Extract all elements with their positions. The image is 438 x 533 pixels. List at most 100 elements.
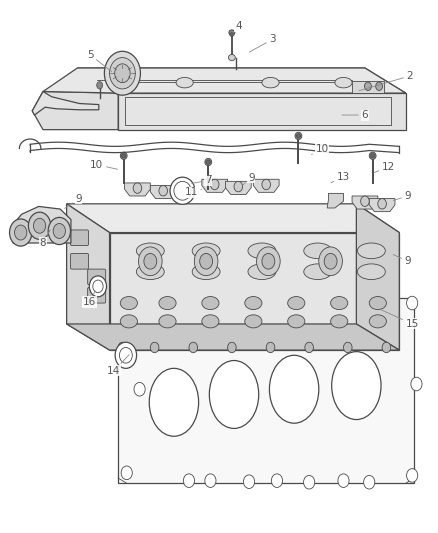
Circle shape xyxy=(406,296,418,310)
FancyBboxPatch shape xyxy=(88,269,106,285)
Ellipse shape xyxy=(136,264,164,280)
Ellipse shape xyxy=(174,181,191,200)
Ellipse shape xyxy=(192,264,220,280)
Text: 12: 12 xyxy=(374,162,395,173)
Circle shape xyxy=(89,276,106,297)
Ellipse shape xyxy=(357,243,385,259)
Circle shape xyxy=(53,223,65,238)
Circle shape xyxy=(304,475,315,489)
Ellipse shape xyxy=(319,247,343,276)
Text: 7: 7 xyxy=(192,175,212,185)
Ellipse shape xyxy=(205,158,212,166)
Circle shape xyxy=(33,219,46,233)
Circle shape xyxy=(121,302,132,315)
Circle shape xyxy=(364,82,371,91)
Circle shape xyxy=(378,199,386,209)
Ellipse shape xyxy=(122,154,126,158)
Circle shape xyxy=(97,82,102,89)
Circle shape xyxy=(150,342,159,353)
Ellipse shape xyxy=(202,315,219,328)
Ellipse shape xyxy=(262,254,275,269)
Circle shape xyxy=(266,342,275,353)
Text: 13: 13 xyxy=(331,172,350,183)
Circle shape xyxy=(244,475,254,488)
Circle shape xyxy=(272,474,283,488)
Polygon shape xyxy=(352,81,384,93)
Ellipse shape xyxy=(149,368,198,436)
Text: 14: 14 xyxy=(107,355,129,376)
Ellipse shape xyxy=(120,296,138,310)
Text: 11: 11 xyxy=(184,187,202,197)
Circle shape xyxy=(14,225,27,240)
Circle shape xyxy=(120,348,132,363)
Circle shape xyxy=(189,342,198,353)
Polygon shape xyxy=(150,185,176,199)
Circle shape xyxy=(272,291,283,305)
Polygon shape xyxy=(124,97,391,125)
Ellipse shape xyxy=(288,315,305,328)
Polygon shape xyxy=(253,179,279,192)
Text: 16: 16 xyxy=(83,291,96,307)
Circle shape xyxy=(159,185,167,196)
Ellipse shape xyxy=(136,243,164,259)
Ellipse shape xyxy=(335,77,352,88)
Polygon shape xyxy=(118,93,406,130)
FancyBboxPatch shape xyxy=(71,230,88,246)
Polygon shape xyxy=(13,206,71,243)
Circle shape xyxy=(110,58,135,89)
Ellipse shape xyxy=(296,134,300,138)
Ellipse shape xyxy=(120,315,138,328)
Text: 9: 9 xyxy=(243,173,254,185)
Text: 5: 5 xyxy=(87,50,112,71)
Polygon shape xyxy=(118,298,414,483)
Circle shape xyxy=(234,181,243,192)
Text: 15: 15 xyxy=(380,310,419,329)
Text: 8: 8 xyxy=(40,230,50,248)
Circle shape xyxy=(382,342,391,353)
Polygon shape xyxy=(67,324,399,350)
Circle shape xyxy=(134,383,145,396)
Ellipse shape xyxy=(295,132,302,140)
Polygon shape xyxy=(357,204,399,350)
Ellipse shape xyxy=(202,296,219,310)
Polygon shape xyxy=(327,193,343,208)
Ellipse shape xyxy=(192,243,220,259)
Circle shape xyxy=(343,342,352,353)
Circle shape xyxy=(244,292,254,306)
Circle shape xyxy=(93,280,103,293)
Polygon shape xyxy=(226,181,251,195)
Circle shape xyxy=(305,342,314,353)
Polygon shape xyxy=(202,179,228,192)
Circle shape xyxy=(133,183,142,193)
Circle shape xyxy=(205,474,216,488)
Circle shape xyxy=(205,291,216,305)
Ellipse shape xyxy=(159,296,176,310)
Circle shape xyxy=(118,342,127,353)
Circle shape xyxy=(360,196,369,206)
Ellipse shape xyxy=(369,315,386,328)
Circle shape xyxy=(411,377,422,391)
Circle shape xyxy=(262,179,271,190)
Ellipse shape xyxy=(371,154,375,158)
Circle shape xyxy=(184,474,194,488)
Circle shape xyxy=(338,474,349,488)
Ellipse shape xyxy=(257,247,280,276)
Ellipse shape xyxy=(176,77,193,88)
FancyBboxPatch shape xyxy=(71,254,88,269)
Ellipse shape xyxy=(288,296,305,310)
Circle shape xyxy=(115,64,130,83)
Ellipse shape xyxy=(248,243,276,259)
Circle shape xyxy=(376,82,382,91)
Ellipse shape xyxy=(245,315,262,328)
Text: 10: 10 xyxy=(90,160,117,169)
Text: 4: 4 xyxy=(233,21,242,34)
Text: 2: 2 xyxy=(359,71,413,91)
Polygon shape xyxy=(369,199,395,212)
Ellipse shape xyxy=(194,247,218,276)
Ellipse shape xyxy=(206,160,210,164)
Circle shape xyxy=(48,217,71,245)
Text: 10: 10 xyxy=(311,144,328,155)
Ellipse shape xyxy=(304,264,332,280)
Polygon shape xyxy=(32,92,99,115)
Polygon shape xyxy=(110,232,399,350)
